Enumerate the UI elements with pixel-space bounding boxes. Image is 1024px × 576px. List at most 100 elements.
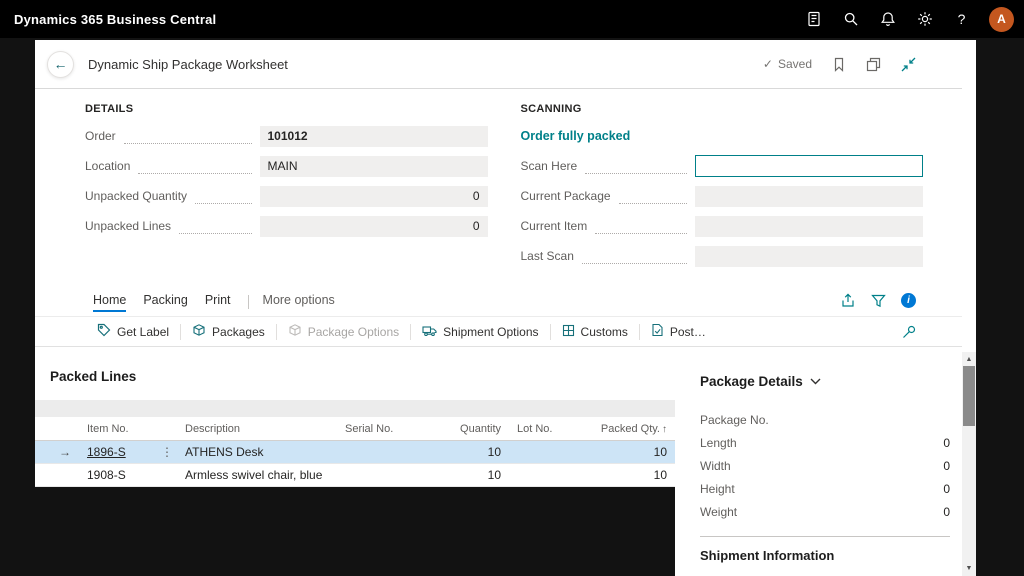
action-label: Post… — [669, 324, 706, 339]
grid-header: Item No. Description Serial No. Quantity… — [35, 417, 675, 441]
bottom-section: Packed Lines Item No. Description Serial… — [35, 352, 962, 576]
card-header: ← Dynamic Ship Package Worksheet ✓ Saved — [35, 40, 962, 89]
location-field[interactable]: MAIN — [259, 155, 488, 177]
scrollbar-thumb[interactable] — [963, 366, 975, 426]
weight-value[interactable]: 0 — [943, 504, 950, 519]
action-package-options: Package Options — [288, 323, 399, 340]
dotted-leader — [581, 249, 687, 264]
cell-quantity: 10 — [487, 445, 501, 459]
customs-icon — [562, 324, 575, 340]
package-details-fields: Package No. Length 0 Width 0 Height 0 We… — [700, 408, 952, 523]
last-scan-field[interactable] — [695, 245, 923, 267]
dotted-leader — [123, 129, 252, 144]
height-row: Height 0 — [700, 477, 952, 500]
order-field[interactable]: 101012 — [259, 125, 488, 147]
action-post[interactable]: Post… — [651, 323, 706, 340]
item-no-link[interactable]: 1896-S — [87, 445, 126, 459]
width-label: Width — [700, 458, 731, 473]
truck-icon — [422, 324, 437, 340]
vertical-scrollbar[interactable]: ▲ ▼ — [962, 40, 976, 576]
action-get-label[interactable]: Get Label — [97, 323, 169, 340]
action-packages[interactable]: Packages — [192, 323, 265, 340]
tab-packing[interactable]: Packing — [143, 293, 188, 307]
table-row[interactable]: 1908-S Armless swivel chair, blue 10 10 — [35, 464, 675, 487]
column-item-no[interactable]: Item No. — [87, 422, 129, 435]
location-label: Location — [85, 159, 131, 173]
current-item-field[interactable] — [695, 215, 923, 237]
app-title: Dynamics 365 Business Central — [14, 11, 217, 27]
collapse-icon[interactable] — [901, 57, 916, 72]
row-menu-icon[interactable]: ⋮ — [161, 445, 173, 459]
scanning-heading: SCANNING — [520, 103, 582, 115]
package-icon — [192, 323, 206, 340]
length-row: Length 0 — [700, 431, 952, 454]
share-icon[interactable] — [840, 293, 856, 308]
action-label: Get Label — [117, 324, 170, 339]
action-separator — [638, 323, 640, 340]
column-serial-no[interactable]: Serial No. — [345, 422, 394, 435]
scroll-up-icon[interactable]: ▲ — [965, 356, 973, 363]
info-icon[interactable]: i — [901, 293, 916, 308]
unpacked-lines-field[interactable]: 0 — [259, 215, 488, 237]
scan-here-input[interactable] — [695, 155, 923, 177]
topbar: Dynamics 365 Business Central ? A — [0, 0, 1024, 38]
details-heading: DETAILS — [85, 103, 134, 115]
order-field-row: Order 101012 — [85, 121, 488, 151]
package-options-icon — [288, 323, 302, 340]
action-shipment-options[interactable]: Shipment Options — [422, 324, 539, 340]
pages-icon[interactable] — [795, 4, 832, 34]
column-quantity[interactable]: Quantity — [460, 422, 501, 435]
unpacked-quantity-label: Unpacked Quantity — [85, 189, 188, 203]
notifications-icon[interactable] — [869, 4, 906, 34]
weight-label: Weight — [700, 504, 738, 519]
tab-home[interactable]: Home — [93, 293, 127, 312]
settings-icon[interactable] — [906, 4, 943, 34]
more-options-button[interactable]: More options — [262, 293, 335, 307]
column-lot-no[interactable]: Lot No. — [517, 422, 553, 435]
cell-description: Armless swivel chair, blue — [185, 468, 323, 482]
back-arrow-icon: ← — [53, 56, 68, 72]
cell-quantity: 10 — [487, 468, 501, 482]
scrollbar-track[interactable]: ▲ ▼ — [962, 352, 976, 576]
back-button[interactable]: ← — [47, 50, 74, 78]
help-icon[interactable]: ? — [957, 11, 966, 27]
unpacked-quantity-field[interactable]: 0 — [259, 185, 488, 207]
factbox-package-details: Package Details Package No. Length 0 Wid… — [675, 352, 962, 576]
column-packed-qty[interactable]: Packed Qty. ↑ — [575, 423, 675, 435]
height-label: Height — [700, 481, 735, 496]
bookmark-icon[interactable] — [832, 57, 846, 72]
width-value[interactable]: 0 — [943, 458, 950, 473]
action-customs[interactable]: Customs — [562, 324, 628, 340]
scroll-down-icon[interactable]: ▼ — [965, 565, 973, 572]
cell-description: ATHENS Desk — [185, 445, 264, 459]
current-package-field[interactable] — [695, 185, 923, 207]
pin-icon[interactable] — [902, 325, 916, 339]
current-item-label: Current Item — [520, 219, 588, 233]
column-description[interactable]: Description — [185, 422, 241, 435]
tab-print[interactable]: Print — [204, 293, 231, 307]
length-value[interactable]: 0 — [943, 435, 950, 450]
dotted-leader — [195, 189, 252, 204]
package-details-heading[interactable]: Package Details — [700, 374, 952, 389]
action-label: Shipment Options — [443, 324, 539, 339]
page-title: Dynamic Ship Package Worksheet — [88, 56, 288, 72]
avatar[interactable]: A — [989, 6, 1014, 32]
last-scan-field-row: Last Scan — [520, 241, 923, 271]
table-row[interactable]: → 1896-S ⋮ ATHENS Desk 10 10 — [35, 441, 675, 464]
height-value[interactable]: 0 — [943, 481, 950, 496]
cell-packed-qty: 10 — [653, 445, 667, 459]
filter-icon[interactable] — [871, 294, 886, 308]
chevron-down-icon — [810, 378, 821, 385]
unpacked-quantity-field-row: Unpacked Quantity 0 — [85, 181, 488, 211]
search-icon[interactable] — [832, 4, 869, 34]
check-icon: ✓ — [762, 57, 773, 71]
scan-here-field-row: Scan Here — [521, 151, 923, 181]
packed-lines-title: Packed Lines — [50, 368, 137, 384]
action-separator — [275, 323, 277, 340]
location-field-row: Location MAIN — [85, 151, 488, 181]
last-scan-label: Last Scan — [520, 249, 574, 263]
saved-label: Saved — [777, 57, 812, 71]
width-row: Width 0 — [700, 454, 952, 477]
open-in-window-icon[interactable] — [866, 57, 881, 72]
dotted-leader — [618, 189, 687, 204]
